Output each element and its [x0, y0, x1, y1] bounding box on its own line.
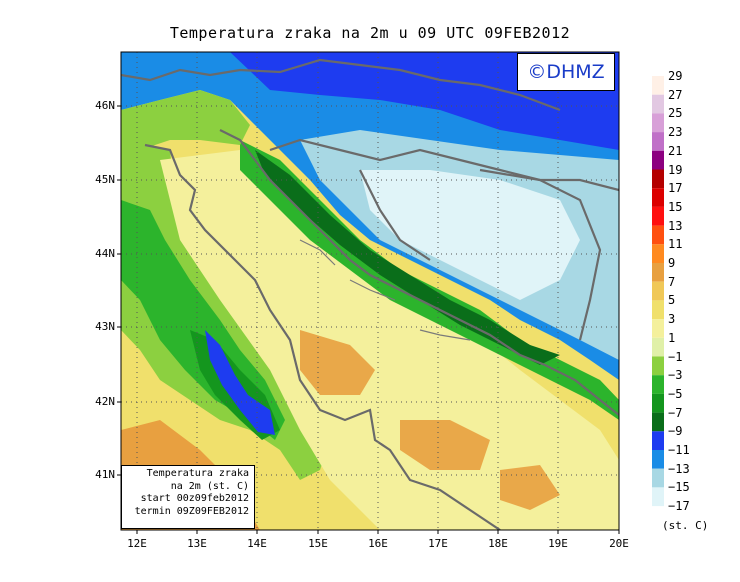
- info-line: na 2m (st. C): [170, 480, 249, 492]
- legend-value: 3: [668, 312, 676, 327]
- legend-units: (st. C): [662, 519, 709, 532]
- legend-swatch: [652, 412, 664, 432]
- legend-swatch: [652, 244, 664, 263]
- legend-value: −9: [668, 424, 683, 439]
- legend-value: 1: [668, 330, 676, 345]
- lon-label: 19E: [548, 537, 568, 550]
- legend-swatch: [652, 169, 664, 189]
- legend-swatch: [652, 319, 664, 338]
- legend-swatch: [652, 431, 664, 450]
- legend-swatch: [652, 281, 664, 301]
- legend-value: 17: [668, 181, 683, 196]
- legend-value: 25: [668, 106, 683, 121]
- legend-swatch: [652, 468, 664, 488]
- legend-swatch: [652, 188, 664, 207]
- legend-value: 7: [668, 274, 676, 289]
- info-line: Temperatura zraka: [146, 468, 249, 479]
- axis-ticks: [117, 105, 620, 534]
- lon-label: 20E: [609, 537, 629, 550]
- legend-value: 29: [668, 69, 683, 83]
- legend-swatch: [652, 94, 664, 114]
- lat-label: 41N: [95, 468, 115, 481]
- legend-swatch: [652, 393, 664, 413]
- legend-color-bar: [652, 76, 664, 507]
- legend-swatch: [652, 150, 664, 170]
- legend-swatch: [652, 450, 664, 469]
- lon-label: 16E: [368, 537, 388, 550]
- legend-swatch: [652, 375, 664, 394]
- legend-swatch: [652, 300, 664, 320]
- legend-value: −11: [668, 443, 690, 457]
- info-line: termin 09Z09FEB2012: [134, 505, 249, 517]
- dhmz-logo: ©DHMZ: [517, 53, 615, 91]
- info-line: start 00z09feb2012: [140, 493, 249, 504]
- legend-value: 11: [668, 237, 683, 252]
- legend-swatch: [652, 337, 664, 357]
- chart-title: Temperatura zraka na 2m u 09 UTC 09FEB20…: [169, 24, 571, 42]
- legend-value: −15: [668, 480, 690, 495]
- legend-swatch: [652, 356, 664, 376]
- legend-swatch: [652, 487, 664, 507]
- lon-label: 15E: [308, 537, 328, 550]
- legend-value: 9: [668, 256, 676, 270]
- legend-value: 5: [668, 293, 676, 308]
- lat-label: 43N: [95, 320, 115, 333]
- coastlines: [121, 58, 619, 530]
- lon-label: 13E: [187, 537, 207, 550]
- lon-label: 14E: [247, 537, 267, 550]
- legend-value: 15: [668, 199, 683, 214]
- legend-swatch: [652, 113, 664, 133]
- legend-value: −5: [668, 386, 683, 401]
- legend-value: −1: [668, 349, 683, 364]
- legend-swatch: [652, 132, 664, 151]
- legend-swatch: [652, 225, 664, 245]
- legend-value: −17: [668, 499, 690, 514]
- lat-label: 45N: [95, 173, 115, 186]
- lon-label: 18E: [488, 537, 508, 550]
- temperature-field: [121, 52, 619, 530]
- lon-label: 12E: [127, 537, 147, 550]
- lon-label: 17E: [428, 537, 448, 550]
- lat-label: 46N: [95, 99, 115, 112]
- legend-value: 19: [668, 162, 683, 177]
- legend-value: −3: [668, 368, 683, 383]
- legend-value: 21: [668, 143, 683, 158]
- legend-value: −13: [668, 461, 690, 476]
- info-box: Temperatura zraka na 2m (st. C) start 00…: [121, 465, 255, 529]
- map-frame: [120, 51, 620, 531]
- legend-swatch: [652, 263, 664, 282]
- legend-value: 27: [668, 87, 683, 102]
- legend-value: 13: [668, 218, 683, 233]
- legend-swatch: [652, 206, 664, 226]
- legend-value: −7: [668, 405, 683, 420]
- lat-label: 42N: [95, 395, 115, 408]
- lat-label: 44N: [95, 247, 115, 260]
- legend-value: 23: [668, 125, 683, 140]
- legend-swatch: [652, 76, 664, 95]
